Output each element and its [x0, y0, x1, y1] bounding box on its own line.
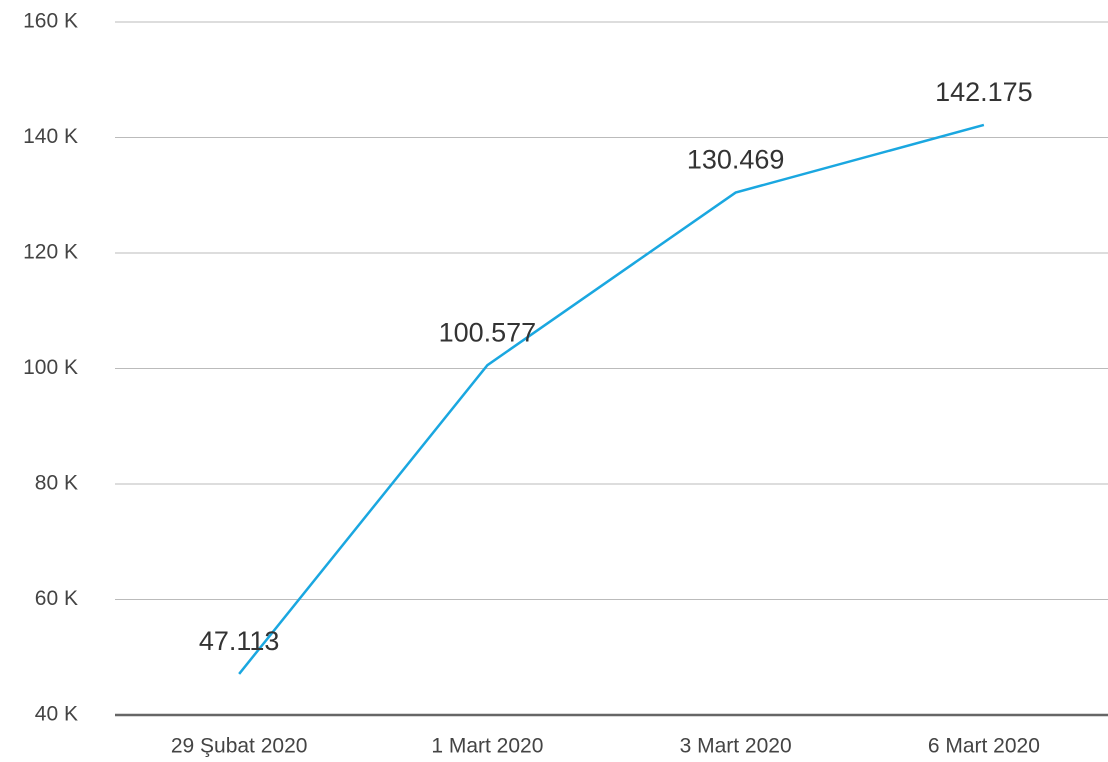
- value-label: 142.175: [935, 77, 1033, 107]
- y-tick-label: 40 K: [35, 703, 78, 726]
- y-tick-label: 160 K: [23, 10, 78, 33]
- x-tick-label: 29 Şubat 2020: [171, 735, 308, 758]
- x-tick-label: 1 Mart 2020: [431, 735, 543, 758]
- y-tick-label: 120 K: [23, 241, 78, 264]
- x-tick-label: 3 Mart 2020: [680, 735, 792, 758]
- value-label: 100.577: [439, 317, 537, 347]
- value-label: 47.113: [199, 626, 280, 656]
- line: [238, 123, 985, 675]
- x-tick-label: 6 Mart 2020: [928, 735, 1040, 758]
- y-tick-label: 140 K: [23, 125, 78, 148]
- y-tick-label: 100 K: [23, 356, 78, 379]
- value-label: 130.469: [687, 145, 785, 175]
- y-tick-label: 80 K: [35, 472, 78, 495]
- y-tick-label: 60 K: [35, 587, 78, 610]
